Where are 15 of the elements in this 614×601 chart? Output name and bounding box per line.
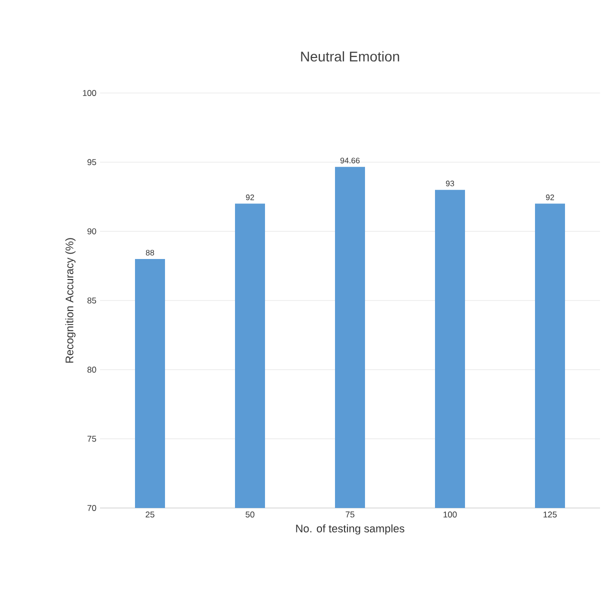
- x-tick-label: 100: [444, 512, 457, 518]
- y-tick-label: 70: [88, 505, 96, 511]
- y-tick-label: 100: [82, 90, 96, 96]
- chart-title: Neutral Emotion: [301, 51, 400, 62]
- y-tick-label: 85: [87, 298, 96, 304]
- y-tick-label: 95: [87, 159, 96, 166]
- y-tick-label: 90: [87, 228, 96, 234]
- x-tick-label: 125: [544, 512, 557, 518]
- y-tick-label: 75: [88, 436, 96, 442]
- x-tick-label: 50: [246, 512, 254, 518]
- x-axis-title: No. of testing samples: [296, 524, 404, 535]
- x-tick-label: 25: [146, 512, 154, 518]
- y-axis-title: Recognition Accuracy (%): [65, 238, 76, 363]
- y-tick-label: 80: [87, 366, 96, 373]
- x-tick-label: 75: [346, 512, 354, 518]
